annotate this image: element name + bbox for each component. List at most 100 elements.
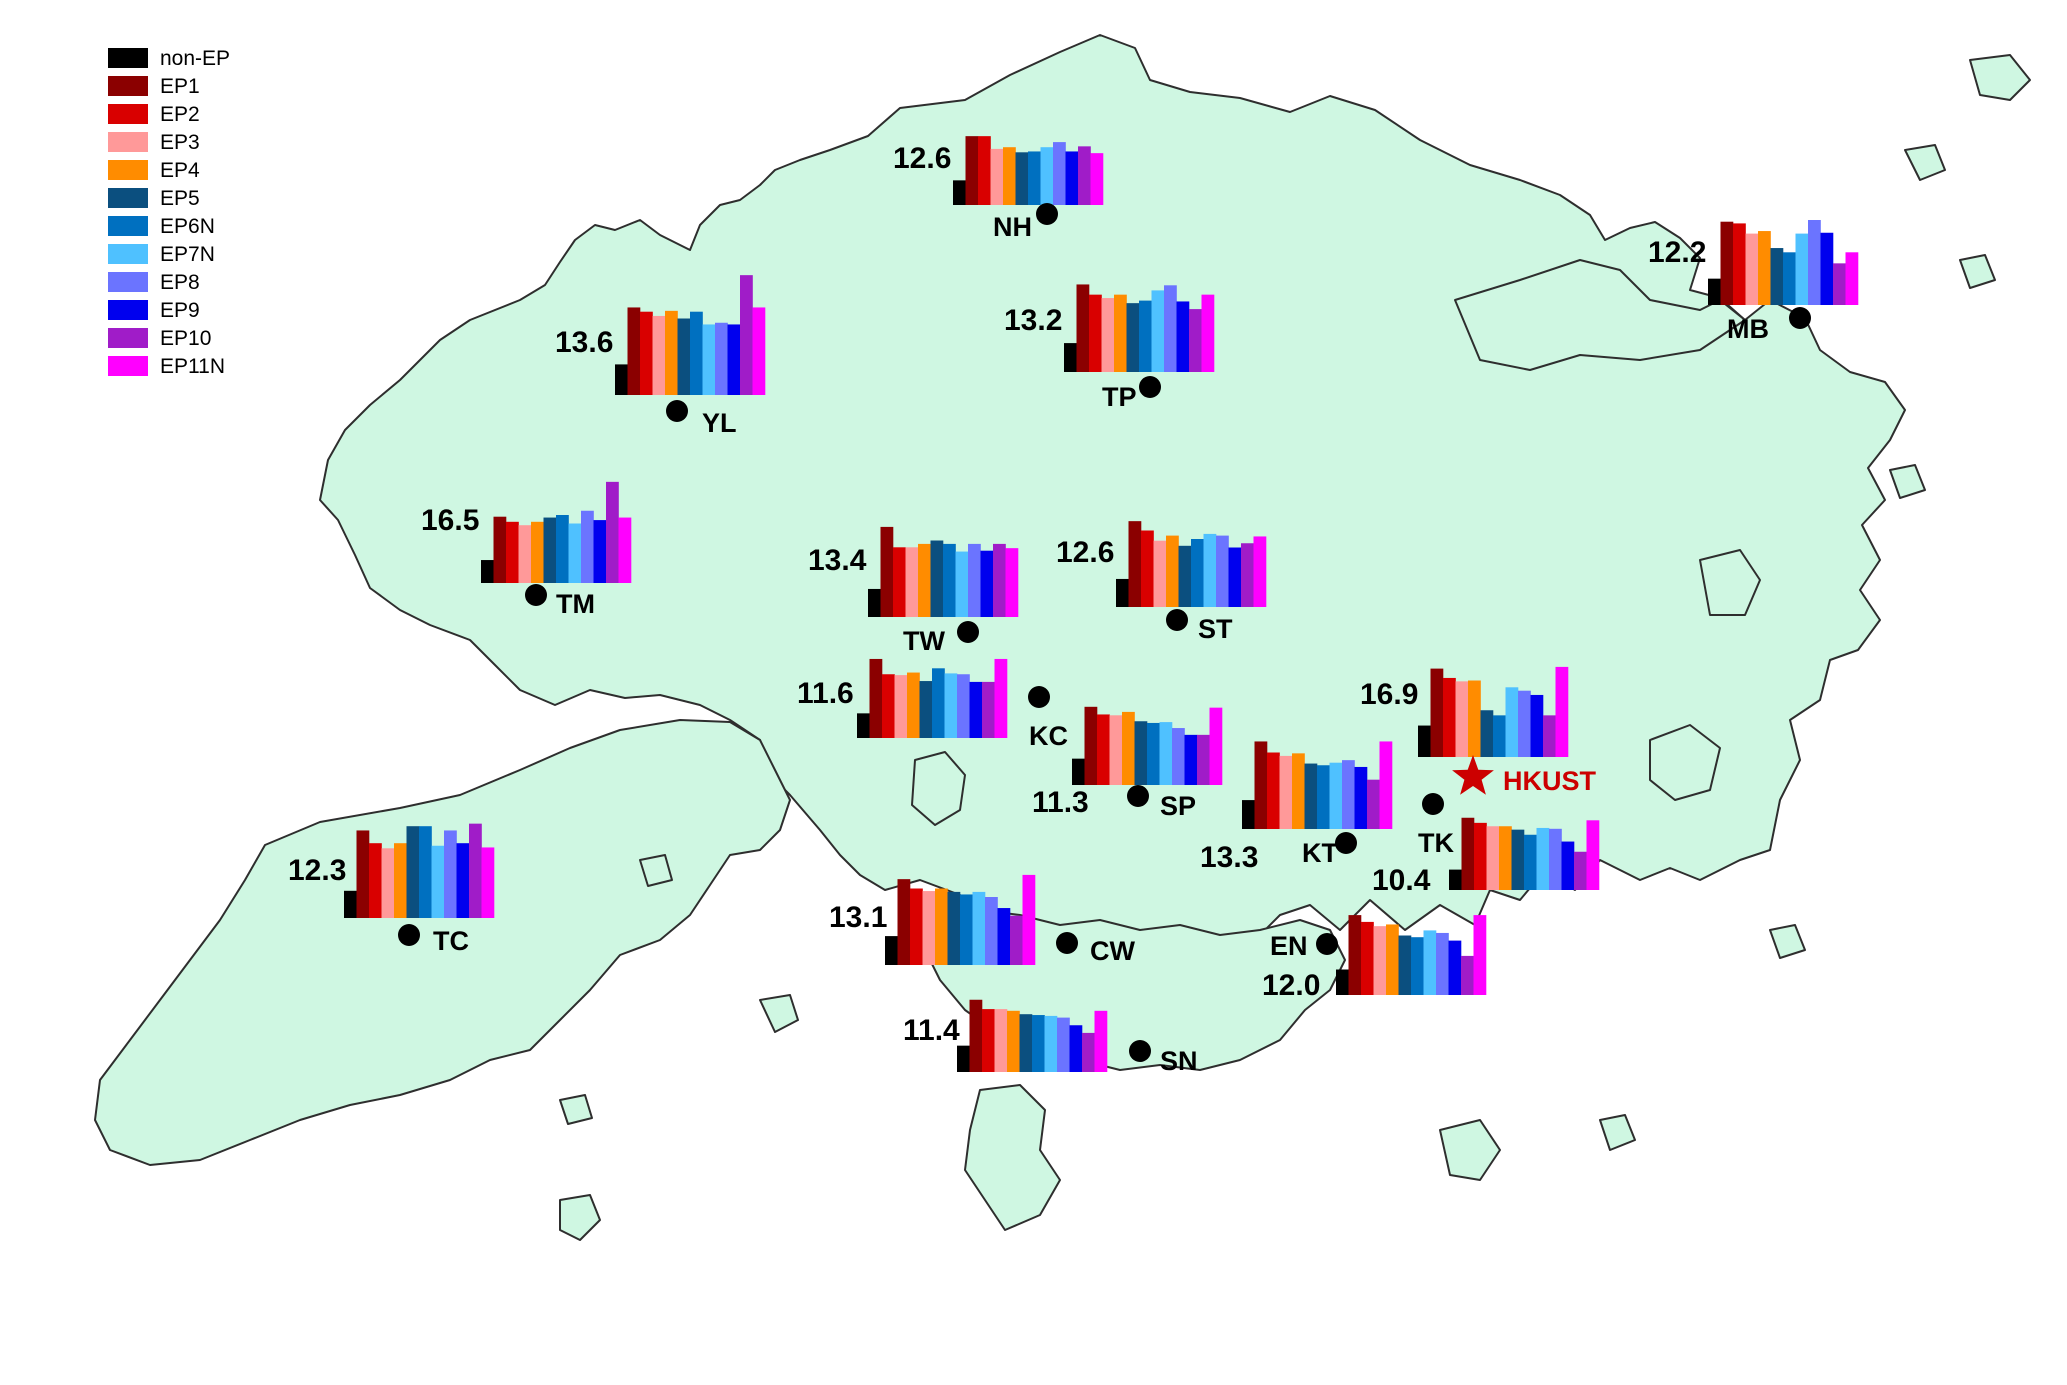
station-hkust: 16.9 HKUST: [1360, 666, 1597, 796]
bar-yl-ep9: [727, 324, 741, 395]
station-marker-sn: [1129, 1040, 1151, 1062]
bar-kc-ep7n: [944, 673, 958, 738]
tung-lung-island: [1599, 1114, 1636, 1151]
bar-tm-ep4: [531, 521, 544, 583]
station-marker-kc: [1028, 686, 1050, 708]
bar-tp-ep3: [1101, 298, 1115, 372]
bar-tp-ep1: [1076, 284, 1090, 372]
bar-en-ep4: [1386, 924, 1399, 995]
station-marker-yl: [666, 400, 688, 422]
bar-yl-ep4: [665, 310, 678, 395]
tsing-yi-island: [911, 751, 966, 826]
bar-sn-ep6n: [1032, 1015, 1045, 1072]
station-total-kc: 11.6: [797, 677, 854, 710]
highlight-label: HKUST: [1503, 766, 1597, 796]
bar-kc-ep11n: [994, 658, 1008, 738]
bar-tc-ep2: [369, 843, 382, 918]
bar-nh-non-ep: [953, 180, 966, 205]
legend-swatch-non-ep: [108, 48, 148, 68]
bar-tw-ep10: [993, 543, 1006, 617]
station-marker-tw: [957, 621, 979, 643]
legend-swatch-ep7n: [108, 244, 148, 264]
bar-tp-non-ep: [1064, 343, 1077, 372]
bar-sn-ep7n: [1044, 1015, 1058, 1072]
legend-label-ep1: EP1: [160, 75, 200, 98]
bar-kt-ep5: [1304, 763, 1318, 829]
station-total-tc: 12.3: [288, 854, 346, 887]
bar-kc-ep5: [919, 681, 933, 738]
bar-en-ep2: [1361, 921, 1374, 995]
bar-sn-ep2: [982, 1009, 995, 1072]
bar-kt-non-ep: [1242, 800, 1255, 829]
bar-st-ep7n: [1203, 533, 1217, 607]
bar-tm-ep11n: [618, 517, 632, 583]
bar-tc-ep8: [444, 830, 457, 918]
bar-tm-ep1: [493, 516, 507, 583]
bar-kc-ep10: [982, 681, 995, 738]
bar-kc-ep4: [907, 672, 920, 738]
sai-kung-island: [1649, 724, 1721, 801]
legend-label-ep8: EP8: [160, 271, 200, 294]
station-tm: 16.5 TM: [421, 481, 632, 619]
legend-swatch-ep2: [108, 104, 148, 124]
bar-cw-ep11n: [1022, 874, 1036, 965]
station-nh: 12.6 NH: [893, 136, 1104, 242]
station-cw: 13.1 CW: [829, 874, 1135, 966]
bar-mb-ep8: [1808, 220, 1821, 305]
bar-tm-ep2: [506, 521, 519, 583]
station-total-sn: 11.4: [903, 1014, 960, 1047]
bar-cw-non-ep: [885, 936, 898, 965]
legend: non-EP EP1 EP2 EP3 EP4 EP5 EP6N EP7N EP8 EP9 EP10 E…: [108, 47, 230, 378]
bar-en-ep10: [1461, 955, 1474, 995]
bar-st-ep10: [1241, 543, 1254, 607]
bar-tc-ep5: [406, 826, 420, 918]
legend-swatch-ep1: [108, 76, 148, 96]
bar-st-ep9: [1228, 547, 1242, 607]
bar-hkust-ep10: [1543, 715, 1556, 757]
legend-label-non-ep: non-EP: [160, 47, 230, 70]
legend-swatch-ep6n: [108, 216, 148, 236]
bar-tk-ep2: [1474, 822, 1487, 890]
station-code-cw: CW: [1090, 936, 1135, 966]
station-kc: 11.6 KC: [797, 658, 1068, 751]
bar-tm-ep6n: [556, 515, 569, 583]
bar-nh-ep11n: [1090, 153, 1104, 205]
bar-tw-ep11n: [1005, 548, 1019, 617]
bar-kc-ep1: [869, 658, 883, 738]
bar-kt-ep7n: [1329, 762, 1343, 829]
station-marker-tp: [1139, 376, 1161, 398]
lantau-island: [94, 719, 791, 1166]
bar-tc-ep7n: [431, 845, 445, 918]
bar-st-ep1: [1128, 521, 1142, 607]
bar-kc-ep9: [969, 681, 983, 738]
station-code-kc: KC: [1029, 721, 1068, 751]
bar-sn-ep8: [1057, 1017, 1070, 1072]
legend-label-ep5: EP5: [160, 187, 200, 210]
station-sp: 11.3 SP: [1032, 706, 1223, 821]
bar-tp-ep11n: [1201, 294, 1215, 372]
bar-hkust-ep8: [1518, 690, 1531, 757]
bar-tp-ep5: [1126, 303, 1140, 372]
bar-cw-ep7n: [972, 891, 986, 965]
bar-kt-ep3: [1279, 755, 1293, 829]
bar-nh-ep4: [1003, 147, 1016, 205]
bar-tk-ep11n: [1586, 820, 1600, 890]
bar-hkust-ep2: [1443, 677, 1456, 757]
bar-yl-ep10: [740, 275, 753, 395]
bar-sp-ep6n: [1147, 722, 1160, 785]
bar-yl-ep7n: [702, 324, 716, 395]
bar-tw-ep2: [893, 547, 906, 617]
bar-mb-ep2: [1733, 223, 1746, 305]
bar-tp-ep2: [1089, 294, 1102, 372]
bar-nh-ep8: [1053, 142, 1066, 205]
bar-tp-ep8: [1164, 285, 1177, 372]
bar-en-ep9: [1448, 940, 1462, 995]
se-islet-1: [1769, 924, 1806, 959]
bar-kc-ep3: [894, 675, 908, 738]
bar-tk-non-ep: [1449, 869, 1462, 890]
bar-sn-ep11n: [1094, 1010, 1108, 1072]
bar-sp-ep8: [1172, 728, 1185, 785]
station-marker-sp: [1127, 785, 1149, 807]
bar-sn-ep10: [1082, 1032, 1095, 1072]
bar-st-ep8: [1216, 535, 1229, 607]
